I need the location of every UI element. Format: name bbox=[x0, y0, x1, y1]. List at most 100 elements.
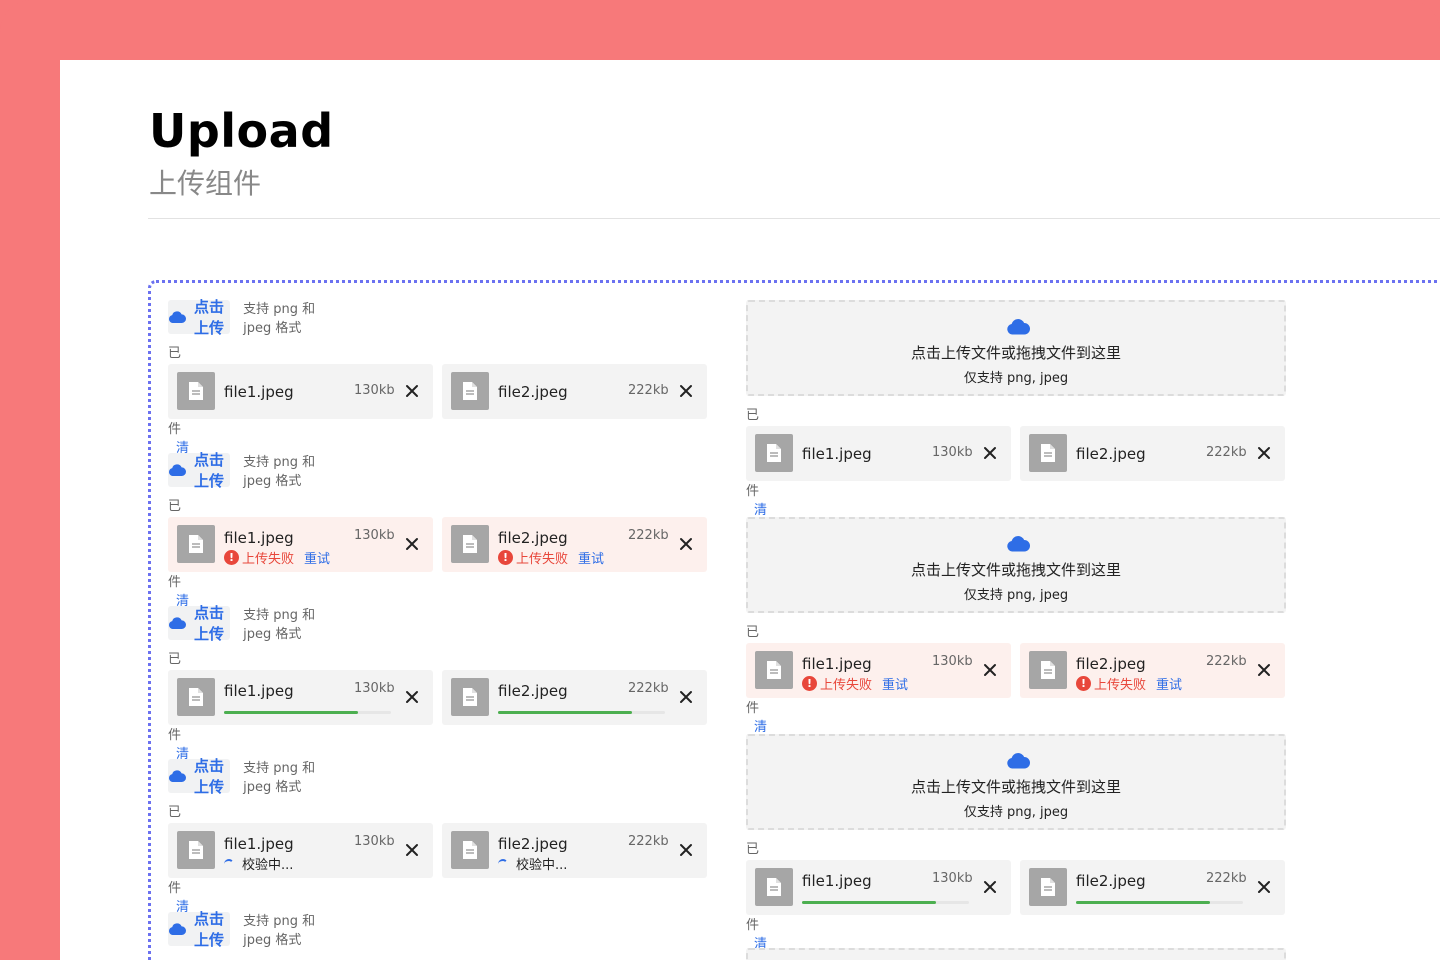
drop-title: 点击上传文件或拖拽文件到这里 bbox=[910, 778, 1121, 796]
retry-link[interactable]: 重试 bbox=[882, 678, 909, 693]
format-hint: 支持 png 和 jpeg 格式 bbox=[243, 608, 316, 642]
upload-button[interactable]: 点击上传 bbox=[168, 604, 231, 643]
page-subtitle: 上传组件 bbox=[149, 167, 262, 200]
drop-subtitle: 仅支持 png, jpeg bbox=[963, 805, 1069, 820]
close-icon[interactable] bbox=[678, 842, 694, 858]
file-size: 222kb bbox=[628, 834, 669, 849]
close-icon[interactable] bbox=[1256, 662, 1272, 678]
file-card: file1.jpeg 130kb bbox=[168, 670, 433, 725]
file-name: file2.jpeg bbox=[498, 682, 568, 700]
error-icon: ! bbox=[1076, 676, 1091, 691]
progress-bar bbox=[224, 711, 391, 714]
status-text: 上传失败 bbox=[820, 678, 873, 693]
file-icon bbox=[177, 831, 215, 869]
spinner-icon bbox=[224, 858, 234, 869]
file-size: 222kb bbox=[1206, 445, 1247, 460]
format-hint: 支持 png 和 jpeg 格式 bbox=[243, 761, 316, 795]
retry-link[interactable]: 重试 bbox=[304, 552, 331, 567]
file-name: file2.jpeg bbox=[1076, 655, 1146, 673]
status-text: 校验中... bbox=[516, 858, 568, 873]
progress-bar bbox=[802, 901, 969, 904]
retry-link[interactable]: 重试 bbox=[1156, 678, 1183, 693]
retry-link[interactable]: 重试 bbox=[578, 552, 605, 567]
file-card: file1.jpeg 130kb bbox=[746, 860, 1011, 915]
upload-status: ! 上传失败 重试 bbox=[224, 548, 330, 567]
close-icon[interactable] bbox=[678, 536, 694, 552]
cloud-icon bbox=[168, 617, 186, 629]
upload-button-label: 点击上传 bbox=[194, 298, 225, 337]
close-icon[interactable] bbox=[982, 879, 998, 895]
upload-status: ! 上传失败 重试 bbox=[802, 674, 908, 693]
close-icon[interactable] bbox=[404, 689, 420, 705]
close-icon[interactable] bbox=[404, 536, 420, 552]
file-icon bbox=[177, 678, 215, 716]
close-icon[interactable] bbox=[1256, 445, 1272, 461]
drop-zone[interactable]: 点击上传文件或拖拽文件到这里 仅支持 png, jpeg bbox=[746, 300, 1286, 396]
cloud-icon bbox=[168, 464, 186, 476]
upload-status: ! 上传失败 重试 bbox=[498, 548, 604, 567]
cloud-icon bbox=[1006, 318, 1030, 340]
file-size: 130kb bbox=[932, 871, 973, 886]
file-size: 130kb bbox=[354, 681, 395, 696]
file-card: file2.jpeg 222kb bbox=[442, 670, 707, 725]
divider bbox=[148, 218, 1440, 219]
file-icon bbox=[1029, 434, 1067, 472]
close-icon[interactable] bbox=[982, 445, 998, 461]
file-icon bbox=[755, 651, 793, 689]
file-size: 130kb bbox=[354, 834, 395, 849]
file-name: file2.jpeg bbox=[498, 383, 568, 401]
file-icon bbox=[177, 372, 215, 410]
file-name: file2.jpeg bbox=[498, 835, 568, 853]
upload-row: 点击上传 支持 png 和 jpeg 格式 bbox=[168, 298, 319, 337]
close-icon[interactable] bbox=[678, 383, 694, 399]
drop-subtitle: 仅支持 png, jpeg bbox=[963, 588, 1069, 603]
close-icon[interactable] bbox=[404, 842, 420, 858]
upload-button-label: 点击上传 bbox=[194, 757, 225, 796]
close-icon[interactable] bbox=[678, 689, 694, 705]
upload-button[interactable]: 点击上传 bbox=[168, 451, 231, 490]
file-icon bbox=[177, 525, 215, 563]
upload-button[interactable]: 点击上传 bbox=[168, 298, 231, 337]
file-icon bbox=[1029, 868, 1067, 906]
upload-button[interactable]: 点击上传 bbox=[168, 910, 231, 949]
progress-fill bbox=[802, 901, 936, 904]
file-icon bbox=[755, 868, 793, 906]
file-size: 222kb bbox=[628, 528, 669, 543]
file-card: file1.jpeg 130kb bbox=[746, 426, 1011, 481]
status-text: 校验中... bbox=[242, 858, 294, 873]
upload-button[interactable]: 点击上传 bbox=[168, 757, 231, 796]
upload-status: ! 上传失败 重试 bbox=[1076, 674, 1182, 693]
close-icon[interactable] bbox=[404, 383, 420, 399]
upload-row: 点击上传 支持 png 和 jpeg 格式 bbox=[168, 757, 319, 796]
spinner-icon bbox=[498, 858, 508, 869]
file-name: file1.jpeg bbox=[802, 872, 872, 890]
file-card: file1.jpeg 130kb! 上传失败 重试 bbox=[746, 643, 1011, 698]
upload-row: 点击上传 支持 png 和 jpeg 格式 bbox=[168, 910, 319, 949]
drop-zone-partial[interactable] bbox=[746, 948, 1286, 960]
drop-title: 点击上传文件或拖拽文件到这里 bbox=[910, 344, 1121, 362]
drop-zone[interactable]: 点击上传文件或拖拽文件到这里 仅支持 png, jpeg bbox=[746, 517, 1286, 613]
file-size: 130kb bbox=[354, 383, 395, 398]
file-icon bbox=[451, 525, 489, 563]
file-name: file1.jpeg bbox=[224, 529, 294, 547]
file-size: 222kb bbox=[1206, 871, 1247, 886]
file-size: 222kb bbox=[1206, 654, 1247, 669]
progress-bar bbox=[1076, 901, 1243, 904]
close-icon[interactable] bbox=[1256, 879, 1272, 895]
error-icon: ! bbox=[498, 550, 513, 565]
upload-button-label: 点击上传 bbox=[194, 910, 225, 949]
cloud-icon bbox=[1006, 752, 1030, 774]
file-name: file2.jpeg bbox=[1076, 445, 1146, 463]
file-card: file2.jpeg 222kb bbox=[1020, 426, 1285, 481]
format-hint: 支持 png 和 jpeg 格式 bbox=[243, 914, 316, 948]
file-size: 222kb bbox=[628, 383, 669, 398]
file-card: file2.jpeg 222kb bbox=[1020, 860, 1285, 915]
file-size: 130kb bbox=[932, 445, 973, 460]
drop-title: 点击上传文件或拖拽文件到这里 bbox=[910, 561, 1121, 579]
component-outline bbox=[148, 280, 1440, 960]
file-card: file1.jpeg 130kb bbox=[168, 364, 433, 419]
close-icon[interactable] bbox=[982, 662, 998, 678]
upload-row: 点击上传 支持 png 和 jpeg 格式 bbox=[168, 604, 319, 643]
drop-zone[interactable]: 点击上传文件或拖拽文件到这里 仅支持 png, jpeg bbox=[746, 734, 1286, 830]
